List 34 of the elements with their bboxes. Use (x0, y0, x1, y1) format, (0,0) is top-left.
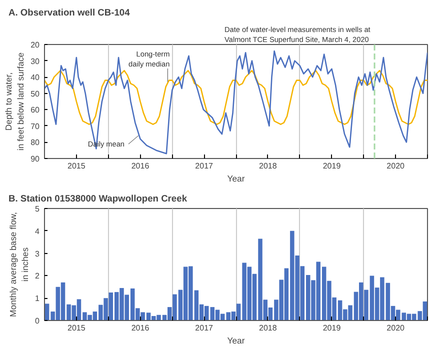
chart-title: A. Observation well CB-104 (8, 8, 131, 18)
y-tick-label: 2 (35, 272, 40, 281)
y-tick-label: 90 (30, 154, 40, 164)
y-tick-label: 60 (30, 106, 40, 115)
x-tick-label: 2016 (131, 324, 150, 332)
y-axis-title: Monthly average base flow, in inches (8, 212, 30, 317)
y-tick-label: 20 (30, 40, 40, 50)
x-tick-label: 2020 (386, 162, 406, 170)
x-tick-label: 2017 (195, 162, 214, 170)
x-tick-label: 2019 (322, 324, 342, 332)
chart-title: B. Station 01538000 Wapwollopen Creek (8, 194, 188, 204)
y-axis-title: Depth to water, in feet below land surface (4, 52, 26, 151)
y-tick-label: 30 (30, 56, 40, 66)
y-tick-label: 50 (30, 89, 40, 98)
x-tick-label: 2020 (386, 324, 406, 332)
x-axis-title: Year (227, 336, 245, 346)
x-tick-label: 2016 (131, 162, 150, 170)
x-axis-title: Year (227, 174, 245, 184)
x-tick-label: 2015 (68, 162, 86, 170)
y-tick-label: 1 (35, 294, 40, 304)
line-series (44, 50, 428, 154)
y-tick-label: 40 (30, 73, 40, 82)
x-tick-label: 2018 (259, 324, 278, 332)
y-tick-label: 70 (30, 122, 40, 131)
line-series (44, 70, 428, 125)
x-tick-label: 2015 (68, 324, 86, 332)
x-tick-label: 2019 (322, 162, 342, 170)
y-tick-label: 0 (35, 316, 40, 326)
x-tick-label: 2018 (259, 162, 278, 170)
x-tick-label: 2017 (195, 324, 214, 332)
y-tick-label: 5 (35, 204, 40, 214)
y-tick-label: 80 (30, 138, 40, 148)
y-tick-label: 4 (35, 226, 40, 236)
y-tick-label: 3 (35, 249, 40, 258)
